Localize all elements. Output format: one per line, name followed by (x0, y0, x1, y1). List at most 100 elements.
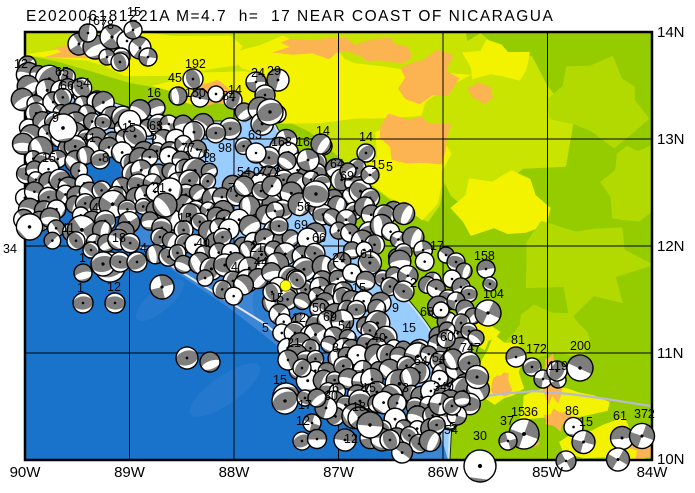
svg-text:30: 30 (473, 429, 487, 443)
svg-text:5: 5 (150, 129, 157, 143)
svg-text:15: 15 (352, 281, 366, 295)
svg-text:15: 15 (178, 211, 192, 225)
svg-text:15: 15 (402, 321, 416, 335)
svg-text:11N: 11N (657, 345, 683, 362)
svg-text:17: 17 (298, 398, 312, 412)
svg-text:30: 30 (324, 389, 338, 403)
svg-text:54: 54 (237, 165, 251, 179)
svg-text:7: 7 (228, 181, 235, 195)
svg-text:12: 12 (296, 414, 310, 428)
svg-text:89W: 89W (114, 464, 146, 481)
svg-text:2: 2 (410, 276, 417, 290)
svg-text:8: 8 (332, 341, 339, 355)
svg-text:5: 5 (386, 160, 393, 174)
svg-text:172: 172 (526, 342, 547, 356)
svg-text:3: 3 (402, 381, 409, 395)
svg-text:24: 24 (332, 251, 346, 265)
svg-text:54: 54 (338, 319, 352, 333)
svg-text:64: 64 (330, 157, 344, 171)
svg-text:1: 1 (79, 251, 86, 265)
svg-text:90W: 90W (10, 464, 42, 481)
svg-text:50: 50 (312, 301, 326, 315)
svg-text:87W: 87W (323, 464, 355, 481)
svg-text:60: 60 (440, 330, 454, 344)
svg-text:15: 15 (273, 373, 287, 387)
svg-text:192: 192 (185, 57, 206, 71)
svg-text:15: 15 (511, 405, 525, 419)
svg-text:56: 56 (297, 200, 311, 214)
svg-text:12: 12 (14, 57, 28, 71)
svg-text:15: 15 (42, 151, 56, 165)
svg-text:40: 40 (372, 331, 386, 345)
svg-text:81: 81 (511, 333, 525, 347)
svg-text:68: 68 (420, 305, 434, 319)
svg-text:61: 61 (360, 247, 374, 261)
svg-text:4: 4 (231, 260, 238, 274)
svg-text:40: 40 (196, 236, 210, 250)
svg-text:21: 21 (287, 336, 301, 350)
svg-text:372: 372 (634, 407, 655, 421)
svg-text:77: 77 (181, 141, 195, 155)
svg-text:84W: 84W (637, 464, 669, 481)
svg-text:158: 158 (474, 249, 495, 263)
svg-text:150: 150 (185, 86, 206, 100)
svg-text:21: 21 (152, 181, 166, 195)
svg-text:15: 15 (122, 121, 136, 135)
svg-text:36: 36 (524, 405, 538, 419)
svg-text:9: 9 (392, 301, 399, 315)
svg-text:41: 41 (82, 131, 96, 145)
svg-text:84: 84 (222, 89, 236, 103)
svg-text:69: 69 (294, 218, 308, 232)
svg-text:66: 66 (312, 231, 326, 245)
svg-text:45: 45 (168, 71, 182, 85)
svg-text:18: 18 (202, 151, 216, 165)
svg-text:12: 12 (292, 311, 306, 325)
svg-text:86: 86 (565, 404, 579, 418)
svg-text:34: 34 (3, 242, 17, 256)
svg-text:13N: 13N (657, 131, 685, 148)
svg-text:44: 44 (254, 255, 268, 269)
svg-text:167: 167 (86, 14, 107, 28)
svg-text:104: 104 (483, 287, 504, 301)
svg-text:14N: 14N (657, 24, 685, 41)
svg-text:21: 21 (250, 241, 264, 255)
svg-text:63: 63 (248, 128, 262, 142)
svg-text:63: 63 (149, 119, 163, 133)
svg-text:4: 4 (92, 201, 99, 215)
svg-text:65: 65 (55, 65, 69, 79)
svg-text:200: 200 (570, 339, 591, 353)
svg-text:24: 24 (251, 66, 265, 80)
svg-text:15: 15 (371, 158, 385, 172)
svg-text:168: 168 (271, 135, 292, 149)
svg-text:12: 12 (107, 280, 121, 294)
svg-text:1: 1 (77, 281, 84, 295)
svg-text:15: 15 (270, 291, 284, 305)
svg-text:14: 14 (228, 83, 242, 97)
svg-text:54: 54 (444, 423, 458, 437)
svg-text:340: 340 (433, 380, 454, 394)
svg-text:69: 69 (323, 310, 337, 324)
svg-text:98: 98 (218, 141, 232, 155)
svg-text:6: 6 (332, 381, 339, 395)
svg-text:14: 14 (316, 124, 330, 138)
svg-text:8: 8 (102, 151, 109, 165)
svg-text:15: 15 (127, 5, 141, 19)
svg-text:18: 18 (352, 400, 366, 414)
svg-text:54: 54 (76, 76, 90, 90)
svg-text:5: 5 (262, 321, 269, 335)
svg-text:12: 12 (344, 432, 358, 446)
svg-text:16: 16 (147, 86, 161, 100)
svg-text:12N: 12N (657, 238, 685, 255)
svg-text:66: 66 (60, 79, 74, 93)
svg-text:18: 18 (112, 231, 126, 245)
svg-text:76: 76 (196, 147, 210, 161)
svg-text:88W: 88W (219, 464, 251, 481)
svg-text:85W: 85W (532, 464, 564, 481)
svg-text:E202006181221A M=4.7 h= 17 N: E202006181221A M=4.7 h= 17 NEAR COAST OF… (26, 8, 554, 25)
svg-text:5: 5 (449, 420, 456, 434)
svg-text:54: 54 (432, 351, 446, 365)
svg-text:9: 9 (52, 111, 59, 125)
svg-text:15: 15 (362, 381, 376, 395)
svg-text:78: 78 (100, 18, 114, 32)
svg-text:119: 119 (548, 359, 568, 373)
